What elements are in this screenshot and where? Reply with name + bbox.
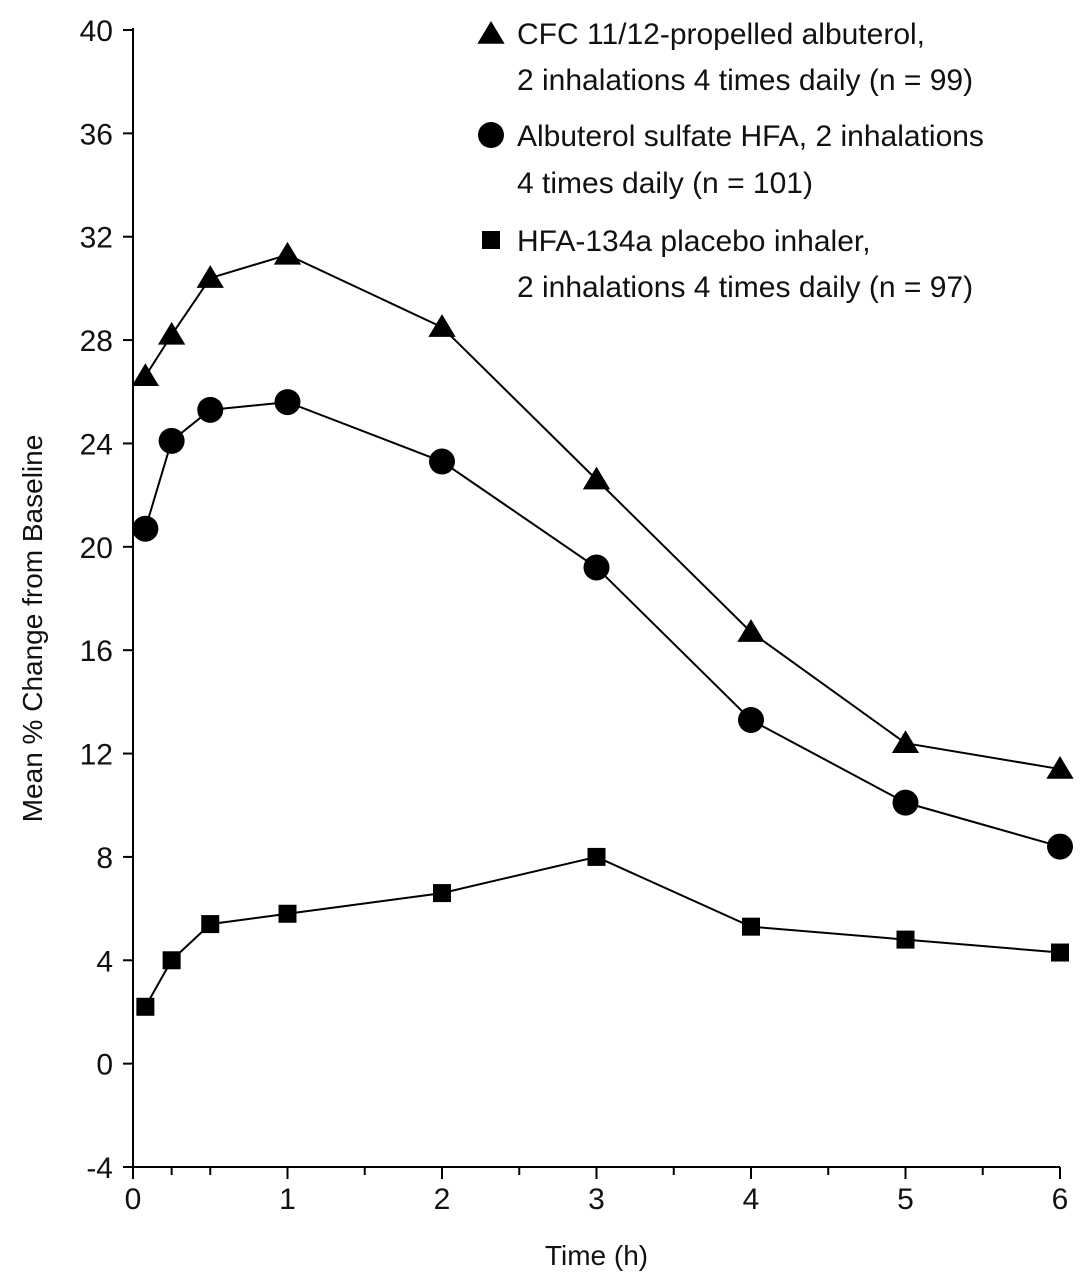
legend-label: CFC 11/12-propelled albuterol, [517,18,925,51]
y-tick-label: 4 [96,945,113,978]
legend-label-line2: 2 inhalations 4 times daily (n = 97) [517,271,973,304]
data-point-square [162,951,181,970]
legend-entry: CFC 11/12-propelled albuterol, 2 inhalati… [477,18,973,97]
y-tick-label: 24 [80,428,113,461]
legend-label-line2: 2 inhalations 4 times daily (n = 99) [517,64,973,97]
y-tick-label: 16 [80,635,113,668]
data-point-triangle [131,363,160,387]
data-point-square [278,904,297,923]
x-tick-label: 2 [434,1183,451,1216]
y-tick-label: 36 [80,118,113,151]
legend-marker-square [482,231,500,249]
y-tick-label: 12 [80,739,113,772]
x-axis-title: Time (h) [545,1240,648,1271]
x-tick-label: 6 [1052,1183,1069,1216]
x-tick-label: 1 [279,1183,296,1216]
data-point-square [136,997,155,1016]
y-tick-label: 32 [80,222,113,255]
series-line [144,855,1061,1008]
data-point-circle [197,396,224,423]
x-tick-label: 0 [125,1183,142,1216]
legend-label-line2: 4 times daily (n = 101) [517,167,813,200]
series-line [144,401,1061,848]
data-point-triangle [273,241,302,265]
data-point-circle [738,706,764,733]
data-point-circle [429,448,455,475]
x-tick-label: 4 [743,1183,760,1216]
data-point-triangle [428,314,456,337]
y-tick-label: 28 [80,325,113,358]
data-point-triangle [582,466,611,490]
y-tick-label: 40 [80,15,113,48]
legend-marker-circle [478,122,504,148]
data-point-circle [892,789,919,816]
legend-marker-triangle [477,21,505,44]
data-point-triangle [1046,756,1074,779]
legend-entry: HFA-134a placebo inhaler, 2 inhalations 4… [482,225,973,304]
data-point-triangle [737,619,765,642]
x-tick-label: 3 [588,1183,605,1216]
data-point-triangle [891,730,920,753]
legend-label: HFA-134a placebo inhaler, [517,225,871,258]
series-group [131,241,1074,1016]
y-tick-label: -4 [86,1152,113,1185]
data-point-circle [1047,833,1073,860]
data-point-square [433,884,451,903]
y-tick-label: 20 [80,532,113,565]
series-square [136,847,1069,1016]
legend-label: Albuterol sulfate HFA, 2 inhalations [517,120,984,153]
data-point-triangle [196,265,224,288]
data-point-square [896,930,915,949]
data-point-square [742,917,760,936]
y-axis-title: Mean % Change from Baseline [17,435,48,823]
x-tick-label: 5 [897,1183,914,1216]
data-point-square [587,847,606,866]
y-tick-label: 8 [96,842,113,875]
legend-entry: Albuterol sulfate HFA, 2 inhalations 4 ti… [478,120,984,200]
series-triangle [131,241,1074,779]
data-point-square [1051,943,1069,962]
data-point-circle [158,427,185,454]
data-point-square [201,915,220,934]
y-tick-label: 0 [96,1049,113,1082]
data-point-circle [132,515,159,542]
series-line [144,253,1061,771]
data-point-circle [583,554,610,581]
series-circle [132,389,1073,860]
data-point-triangle [157,321,186,345]
data-point-circle [274,389,301,416]
legend: CFC 11/12-propelled albuterol, 2 inhalati… [477,18,984,304]
